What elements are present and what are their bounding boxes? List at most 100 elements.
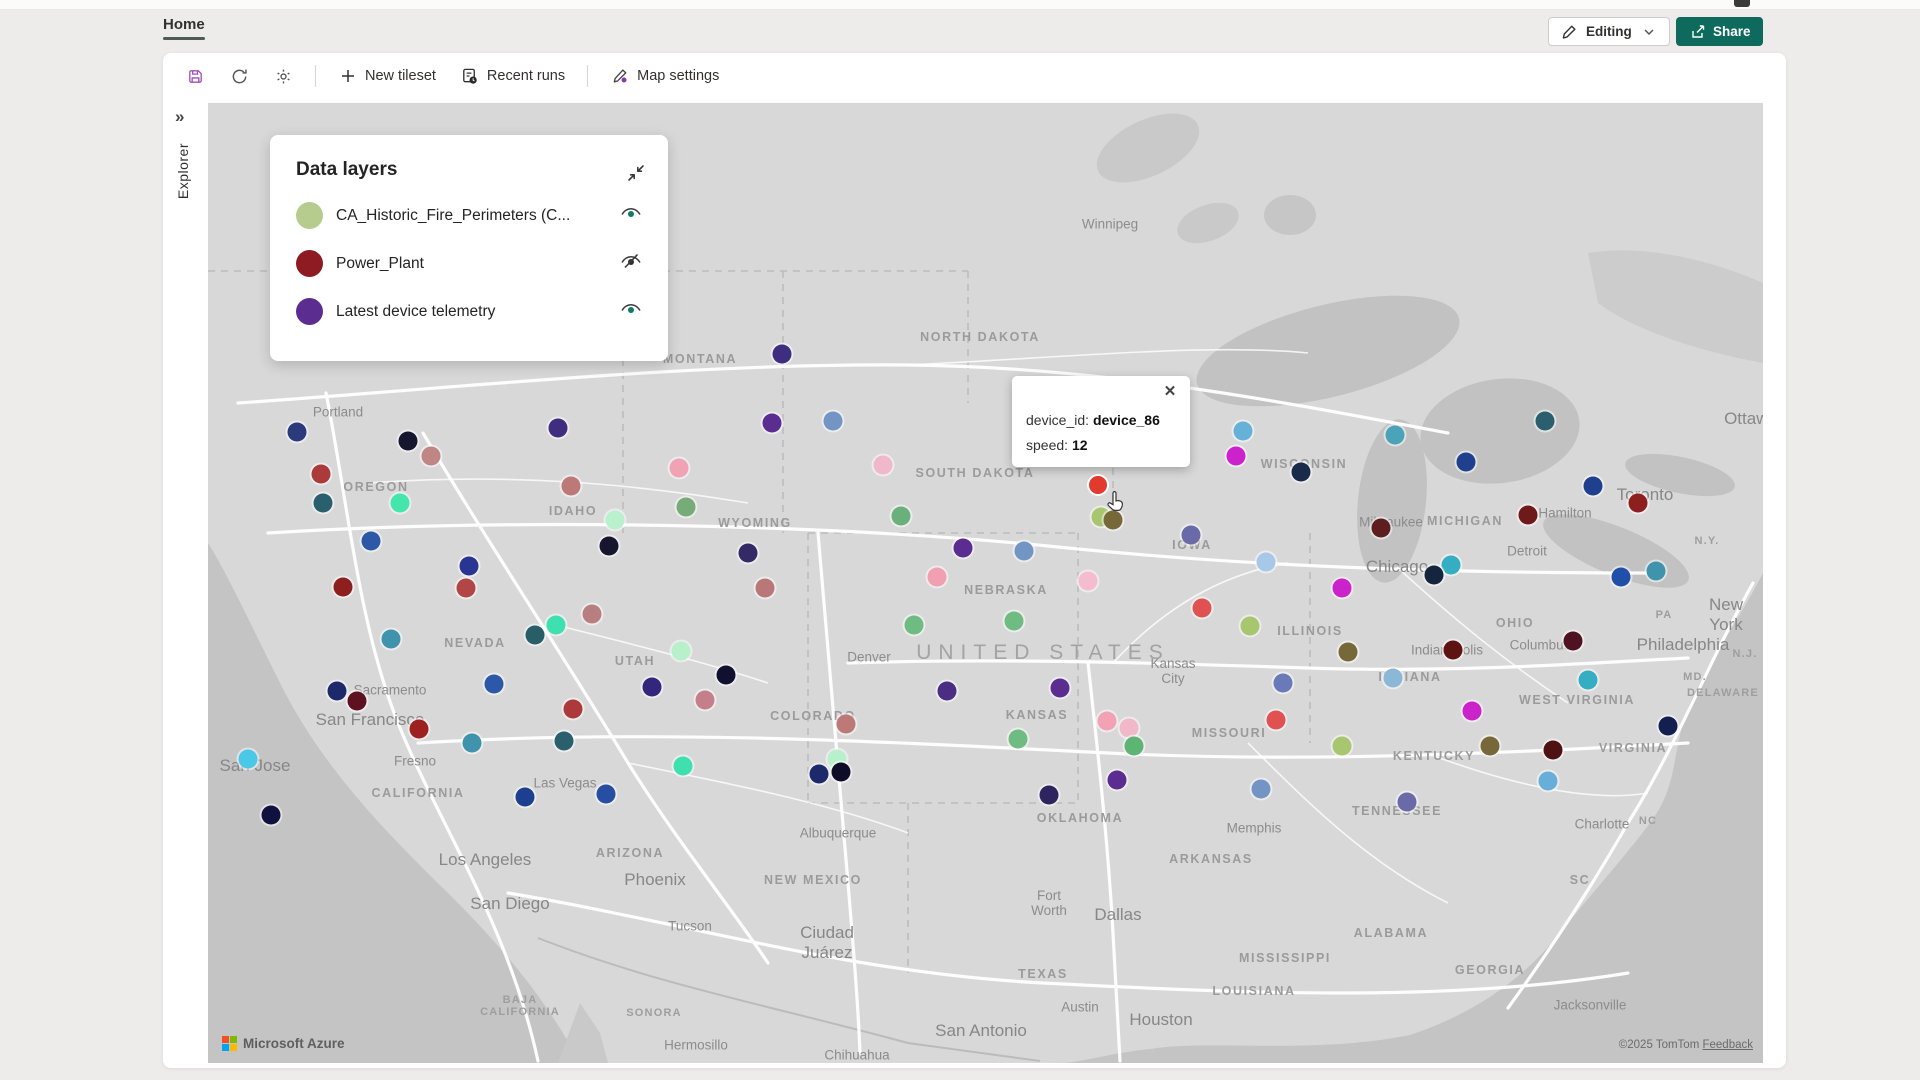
telemetry-dot[interactable] (1578, 670, 1598, 690)
telemetry-dot[interactable] (676, 497, 696, 517)
telemetry-dot[interactable] (1332, 578, 1352, 598)
telemetry-dot[interactable] (596, 784, 616, 804)
telemetry-dot[interactable] (1192, 598, 1212, 618)
telemetry-dot[interactable] (1124, 736, 1144, 756)
telemetry-dot[interactable] (1383, 668, 1403, 688)
telemetry-dot[interactable] (1583, 476, 1603, 496)
share-button[interactable]: Share (1676, 17, 1763, 46)
telemetry-dot[interactable] (642, 677, 662, 697)
tab-home[interactable]: Home (163, 16, 205, 40)
telemetry-dot[interactable] (421, 446, 441, 466)
telemetry-dot[interactable] (809, 764, 829, 784)
telemetry-dot[interactable] (409, 719, 429, 739)
telemetry-dot[interactable] (1563, 631, 1583, 651)
telemetry-dot[interactable] (1181, 525, 1201, 545)
telemetry-dot[interactable] (1397, 792, 1417, 812)
telemetry-dot[interactable] (1251, 779, 1271, 799)
telemetry-dot[interactable] (1338, 642, 1358, 662)
telemetry-dot[interactable] (1050, 678, 1070, 698)
telemetry-dot[interactable] (381, 629, 401, 649)
settings-button[interactable] (264, 60, 302, 92)
telemetry-dot[interactable] (1107, 770, 1127, 790)
telemetry-dot[interactable] (716, 665, 736, 685)
telemetry-dot[interactable] (261, 805, 281, 825)
popup-close-icon[interactable]: ✕ (1163, 383, 1177, 400)
telemetry-dot[interactable] (891, 506, 911, 526)
telemetry-dot[interactable] (1371, 518, 1391, 538)
telemetry-dot[interactable] (1014, 541, 1034, 561)
telemetry-dot[interactable] (1240, 616, 1260, 636)
telemetry-dot[interactable] (755, 578, 775, 598)
telemetry-dot[interactable] (1543, 740, 1563, 760)
telemetry-dot[interactable] (1658, 716, 1678, 736)
map-canvas[interactable]: Winnipeg NORTH DAKOTA MONTANA SOUTH DAKOTA W… (208, 103, 1763, 1063)
telemetry-dot[interactable] (327, 681, 347, 701)
telemetry-dot[interactable] (238, 749, 258, 769)
visibility-eye-off-icon[interactable] (620, 252, 642, 275)
telemetry-dot[interactable] (561, 476, 581, 496)
telemetry-dot[interactable] (904, 615, 924, 635)
telemetry-dot[interactable] (459, 556, 479, 576)
telemetry-dot[interactable] (1535, 411, 1555, 431)
telemetry-dot[interactable] (313, 493, 333, 513)
telemetry-dot[interactable] (1424, 565, 1444, 585)
telemetry-dot[interactable] (831, 762, 851, 782)
expand-explorer-icon[interactable]: » (175, 107, 185, 126)
editing-mode-button[interactable]: Editing (1548, 17, 1670, 46)
telemetry-dot[interactable] (1628, 493, 1648, 513)
telemetry-dot[interactable] (546, 615, 566, 635)
map-settings-button[interactable]: Map settings (601, 60, 728, 92)
telemetry-dot[interactable] (1097, 711, 1117, 731)
telemetry-dot[interactable] (582, 604, 602, 624)
telemetry-dot[interactable] (927, 567, 947, 587)
telemetry-dot[interactable] (1004, 611, 1024, 631)
telemetry-dot[interactable] (1443, 640, 1463, 660)
telemetry-dot[interactable] (1441, 555, 1461, 575)
telemetry-dot[interactable] (605, 510, 625, 530)
visibility-eye-icon[interactable] (620, 301, 642, 322)
collapse-panel-icon[interactable] (626, 163, 646, 188)
telemetry-dot[interactable] (1008, 729, 1028, 749)
telemetry-dot[interactable] (1291, 462, 1311, 482)
telemetry-dot[interactable] (1039, 785, 1059, 805)
telemetry-dot[interactable] (398, 431, 418, 451)
telemetry-dot[interactable] (937, 681, 957, 701)
layer-row-device-telemetry[interactable]: Latest device telemetry (296, 298, 642, 325)
telemetry-dot[interactable] (287, 422, 307, 442)
telemetry-dot[interactable] (1385, 425, 1405, 445)
telemetry-dot[interactable] (1456, 452, 1476, 472)
visibility-eye-icon[interactable] (620, 205, 642, 226)
telemetry-dot[interactable] (456, 578, 476, 598)
telemetry-dot[interactable] (1538, 771, 1558, 791)
telemetry-dot[interactable] (1078, 571, 1098, 591)
telemetry-dot[interactable] (1103, 510, 1123, 530)
telemetry-dot[interactable] (361, 531, 381, 551)
telemetry-dot[interactable] (390, 493, 410, 513)
telemetry-dot[interactable] (695, 690, 715, 710)
telemetry-dot[interactable] (762, 413, 782, 433)
telemetry-dot[interactable] (873, 455, 893, 475)
telemetry-dot[interactable] (1611, 567, 1631, 587)
telemetry-dot[interactable] (484, 674, 504, 694)
telemetry-dot[interactable] (1480, 736, 1500, 756)
telemetry-dot[interactable] (671, 641, 691, 661)
feedback-link[interactable]: Feedback (1702, 1039, 1753, 1051)
telemetry-dot[interactable] (1273, 673, 1293, 693)
telemetry-dot[interactable] (669, 458, 689, 478)
telemetry-dot[interactable] (1646, 561, 1666, 581)
telemetry-dot[interactable] (1256, 552, 1276, 572)
telemetry-dot[interactable] (548, 418, 568, 438)
telemetry-dot[interactable] (673, 756, 693, 776)
telemetry-dot[interactable] (772, 344, 792, 364)
telemetry-dot[interactable] (311, 464, 331, 484)
telemetry-dot[interactable] (462, 733, 482, 753)
recent-runs-button[interactable]: Recent runs (451, 60, 574, 92)
telemetry-dot[interactable] (823, 411, 843, 431)
telemetry-dot[interactable] (347, 691, 367, 711)
telemetry-dot[interactable] (1226, 446, 1246, 466)
telemetry-dot[interactable] (554, 731, 574, 751)
telemetry-dot[interactable] (836, 714, 856, 734)
selected-device-marker[interactable] (1087, 474, 1109, 496)
telemetry-dot[interactable] (1119, 718, 1139, 738)
telemetry-dot[interactable] (738, 543, 758, 563)
